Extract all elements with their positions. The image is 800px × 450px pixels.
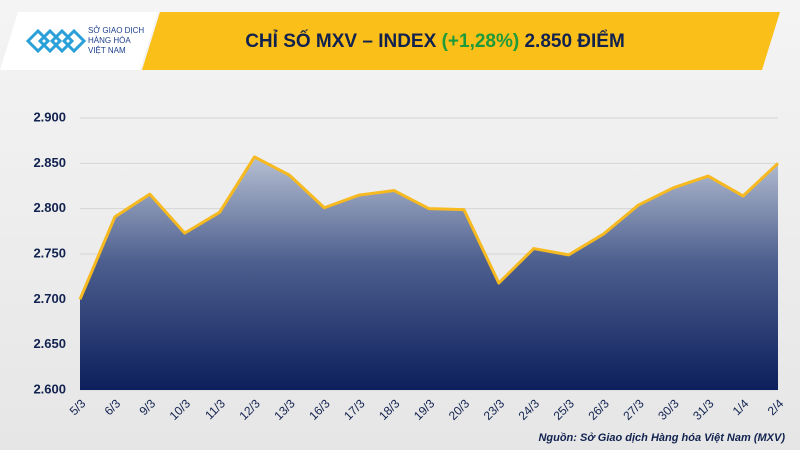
y-tick-label: 2.750 — [33, 245, 66, 260]
logo-box — [0, 12, 158, 70]
y-tick-label: 2.850 — [33, 155, 66, 170]
source: Nguồn: Sở Giao dịch Hàng hóa Việt Nam (M… — [538, 432, 785, 444]
y-tick-label: 2.600 — [33, 381, 66, 396]
y-tick-label: 2.650 — [33, 336, 66, 351]
title-banner — [142, 12, 780, 70]
logo-text: VIỆT NAM — [88, 46, 126, 55]
logo-text: SỞ GIAO DỊCH — [88, 26, 144, 35]
y-tick-label: 2.900 — [33, 109, 66, 124]
logo-icon — [25, 28, 87, 54]
title-change: (+1,28%) — [442, 31, 520, 52]
title-value: 2.850 ĐIỂM — [524, 30, 624, 52]
y-tick-label: 2.700 — [33, 291, 66, 306]
y-tick-label: 2.800 — [33, 200, 66, 215]
line — [78, 155, 780, 300]
chart-title: CHỈ SỐ MXV – INDEX (+1,28%) 2.850 ĐIỂM — [245, 30, 625, 52]
logo-text: HÀNG HÓA — [88, 36, 131, 45]
title-main: CHỈ SỐ MXV – INDEX — [245, 30, 436, 52]
area — [80, 156, 778, 390]
